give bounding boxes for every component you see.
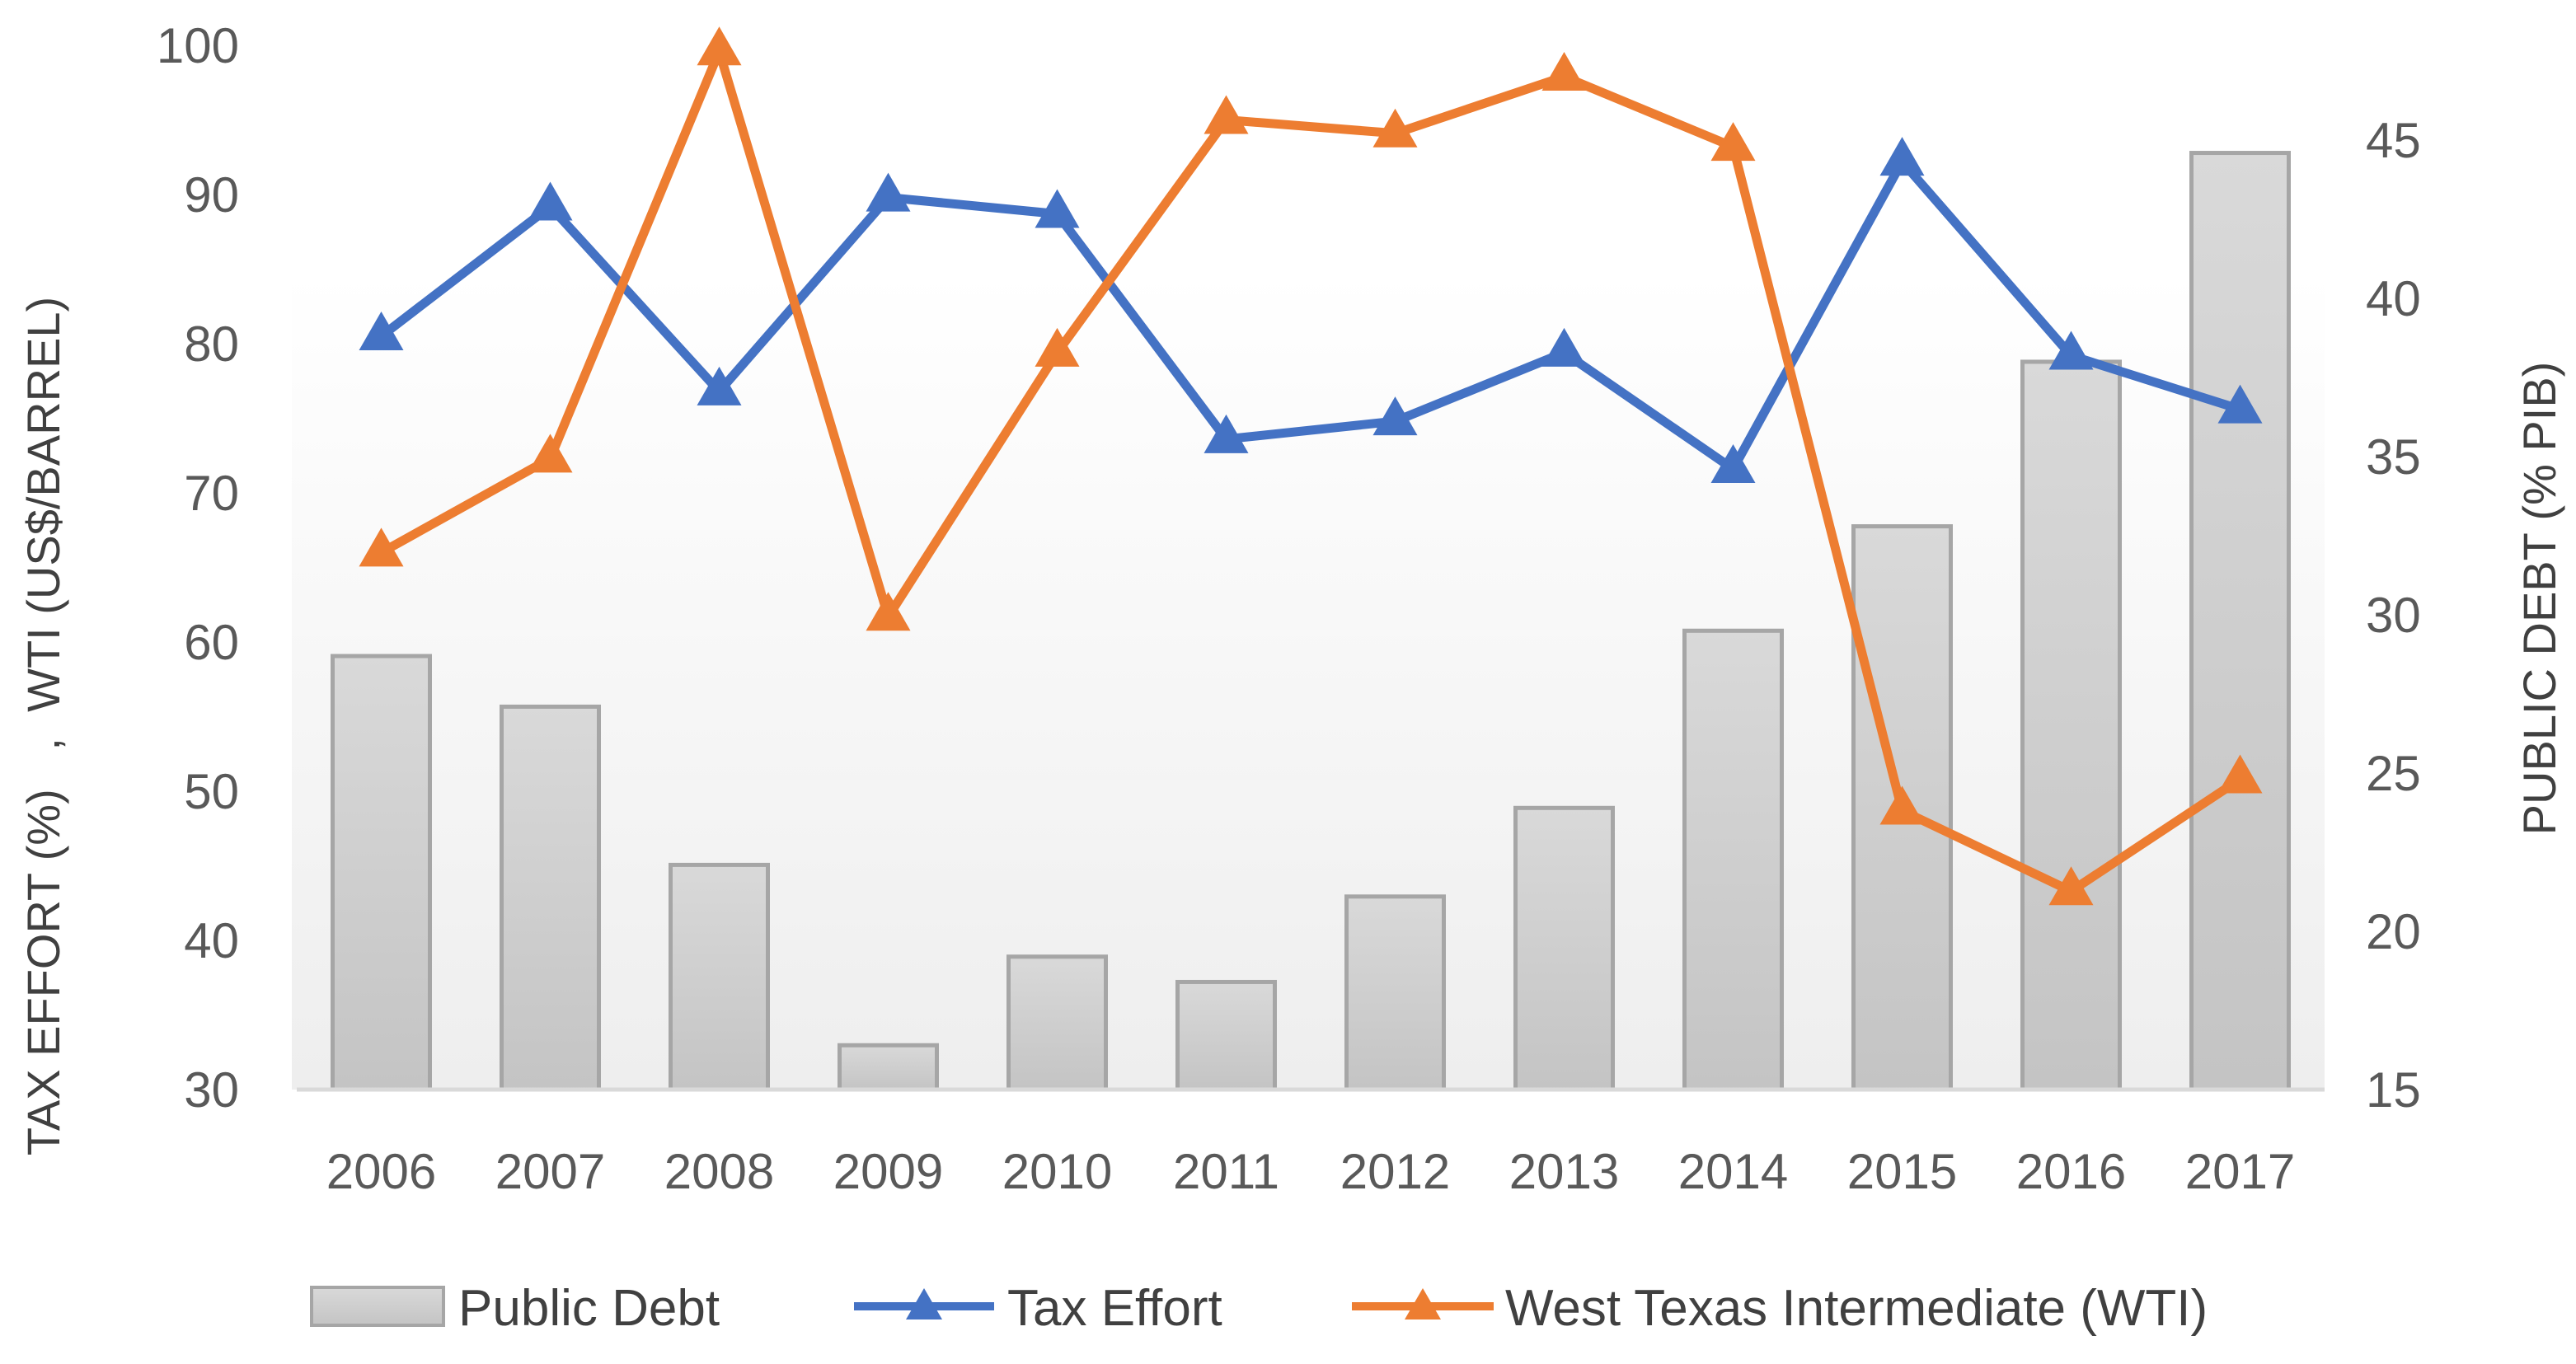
- right-tick-40: 40: [2366, 271, 2421, 326]
- line-tax-effort: [377, 157, 2245, 474]
- x-tick-2013: 2013: [1509, 1144, 1619, 1199]
- x-tick-2012: 2012: [1340, 1144, 1450, 1199]
- right-tick-25: 25: [2366, 746, 2421, 801]
- x-tick-2007: 2007: [495, 1144, 605, 1199]
- right-axis-ticks: 15 20 25 30 35 40 45: [2366, 113, 2421, 1118]
- right-tick-20: 20: [2366, 904, 2421, 959]
- point-tax-effort-2009: [866, 172, 911, 212]
- left-axis-ticks: 30 40 50 60 70 80 90 100: [157, 18, 239, 1118]
- x-tick-2011: 2011: [1173, 1144, 1279, 1199]
- bar-public-debt-2009: [838, 1043, 939, 1092]
- legend-item-tax-effort: Tax Effort: [854, 1280, 1222, 1337]
- point-west-texas-intermediate-wti-2011: [1204, 95, 1249, 134]
- point-tax-effort-2008: [697, 366, 742, 405]
- x-axis-ticks: 2006 2007 2008 2009 2010 2011 2012 2013 2014 2015…: [326, 1144, 2295, 1199]
- point-west-texas-intermediate-wti-2016: [2048, 866, 2094, 906]
- left-axis-title: TAX EFFORT (%) , WTI (US$/BARREL): [17, 297, 69, 1155]
- left-tick-60: 60: [184, 615, 239, 670]
- point-tax-effort-2016: [2048, 330, 2094, 370]
- point-tax-effort-2006: [359, 311, 404, 350]
- bar-public-debt-2008: [669, 862, 770, 1092]
- point-tax-effort-2014: [1710, 444, 1756, 484]
- legend-swatch-tax-effort-marker: [906, 1288, 942, 1319]
- point-tax-effort-2007: [528, 181, 573, 221]
- point-west-texas-intermediate-wti-2007: [528, 434, 573, 473]
- line-west-texas-intermediate-wti: [377, 46, 2245, 896]
- point-west-texas-intermediate-wti-2008: [697, 26, 742, 66]
- right-tick-45: 45: [2366, 113, 2421, 168]
- bar-public-debt-2006: [331, 654, 432, 1092]
- point-west-texas-intermediate-wti-2010: [1035, 327, 1080, 367]
- legend-label-public-debt: Public Debt: [458, 1280, 720, 1337]
- legend-swatch-wti-marker: [1405, 1288, 1441, 1319]
- point-west-texas-intermediate-wti-2013: [1541, 52, 1587, 91]
- point-tax-effort-2017: [2217, 384, 2263, 424]
- x-tick-2017: 2017: [2185, 1144, 2295, 1199]
- point-west-texas-intermediate-wti-2014: [1710, 122, 1756, 162]
- point-tax-effort-2013: [1541, 327, 1587, 367]
- bar-public-debt-2017: [2189, 151, 2291, 1092]
- left-tick-100: 100: [157, 18, 239, 73]
- plot-background: [292, 272, 2325, 1090]
- lines-layer: [359, 26, 2263, 906]
- bar-public-debt-2013: [1513, 805, 1615, 1092]
- legend-label-wti: West Texas Intermediate (WTI): [1505, 1280, 2208, 1337]
- point-tax-effort-2015: [1879, 137, 1925, 176]
- x-tick-2015: 2015: [1847, 1144, 1957, 1199]
- left-tick-50: 50: [184, 764, 239, 819]
- point-tax-effort-2012: [1372, 396, 1418, 436]
- bars-layer: [331, 151, 2291, 1092]
- bar-public-debt-2014: [1682, 628, 1784, 1092]
- bar-public-debt-2010: [1006, 954, 1108, 1092]
- x-tick-2009: 2009: [833, 1144, 943, 1199]
- point-tax-effort-2010: [1035, 189, 1080, 228]
- x-tick-2014: 2014: [1678, 1144, 1788, 1199]
- bar-public-debt-2011: [1175, 979, 1277, 1092]
- legend: Public Debt Tax Effort West Texas Interm…: [310, 1280, 2208, 1337]
- right-tick-30: 30: [2366, 588, 2421, 643]
- right-tick-15: 15: [2366, 1062, 2421, 1118]
- left-tick-70: 70: [184, 466, 239, 521]
- point-tax-effort-2011: [1204, 414, 1249, 453]
- point-west-texas-intermediate-wti-2006: [359, 527, 404, 567]
- left-tick-40: 40: [184, 913, 239, 968]
- x-tick-2016: 2016: [2016, 1144, 2126, 1199]
- point-west-texas-intermediate-wti-2017: [2217, 754, 2263, 794]
- point-west-texas-intermediate-wti-2009: [866, 592, 911, 631]
- left-tick-90: 90: [184, 167, 239, 223]
- legend-label-tax-effort: Tax Effort: [1007, 1280, 1222, 1337]
- x-tick-2006: 2006: [326, 1144, 436, 1199]
- left-tick-80: 80: [184, 316, 239, 372]
- x-tick-2010: 2010: [1002, 1144, 1112, 1199]
- right-tick-35: 35: [2366, 429, 2421, 485]
- point-west-texas-intermediate-wti-2012: [1372, 108, 1418, 148]
- right-axis-title: PUBLIC DEBT (% PIB): [2513, 362, 2565, 836]
- left-tick-30: 30: [184, 1062, 239, 1118]
- bar-public-debt-2012: [1344, 894, 1446, 1092]
- bar-public-debt-2016: [2020, 359, 2122, 1092]
- legend-item-public-debt: Public Debt: [310, 1280, 720, 1337]
- legend-item-wti: West Texas Intermediate (WTI): [1352, 1280, 2208, 1337]
- bar-public-debt-2007: [500, 704, 601, 1092]
- x-tick-2008: 2008: [664, 1144, 774, 1199]
- point-west-texas-intermediate-wti-2015: [1879, 785, 1925, 825]
- legend-swatch-bar: [310, 1286, 445, 1327]
